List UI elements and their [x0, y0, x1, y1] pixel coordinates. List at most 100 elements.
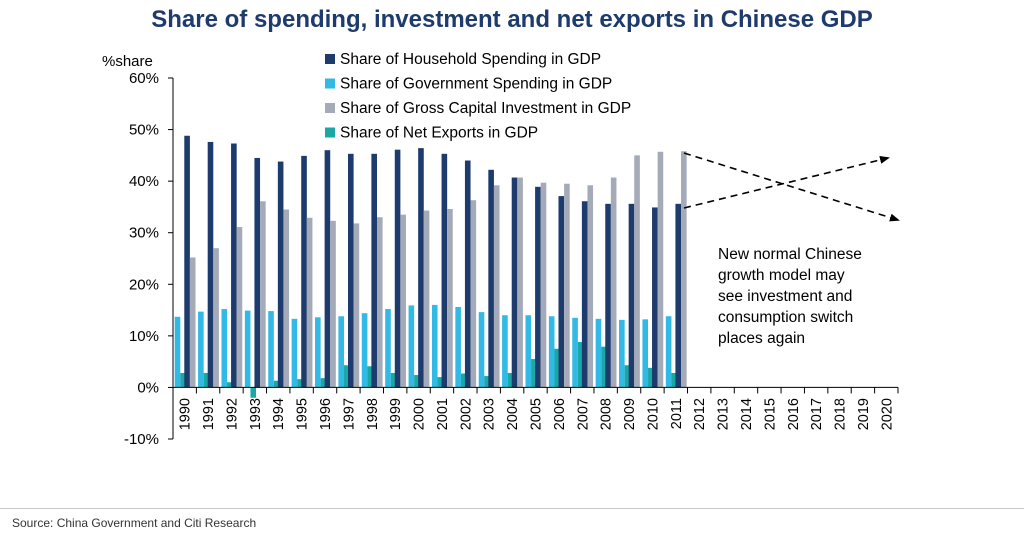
bar-2011-series-1 — [665, 316, 672, 388]
x-tick-label: 2016 — [786, 398, 802, 430]
x-tick-label: 2014 — [739, 398, 755, 430]
x-tick-label: 2012 — [692, 398, 708, 430]
bar-1998-series-3 — [367, 366, 373, 388]
x-tick-label: 2019 — [856, 398, 872, 430]
x-tick-label: 1994 — [271, 398, 287, 430]
bar-1999-series-1 — [385, 309, 391, 388]
x-tick-label: 2003 — [482, 398, 498, 430]
x-tick-label: 2013 — [716, 398, 732, 430]
x-tick-label: 1990 — [178, 398, 194, 430]
bar-2008-series-0 — [605, 203, 611, 388]
bar-2011-series-3 — [671, 372, 678, 388]
bar-2001-series-0 — [441, 153, 448, 388]
bar-2004-series-0 — [511, 177, 518, 388]
legend: Share of Household Spending in GDP Share … — [325, 51, 631, 142]
bar-2003-series-2 — [493, 185, 500, 388]
x-tick-label: 2006 — [552, 398, 568, 430]
trend-arrows — [683, 152, 900, 222]
x-tick-label: 1997 — [341, 398, 357, 430]
x-tick-label: 2002 — [458, 398, 474, 430]
bar-1991-series-2 — [213, 248, 219, 388]
bar-1991-series-0 — [207, 141, 214, 388]
bar-2010-series-0 — [652, 207, 658, 388]
bar-1994-series-0 — [277, 161, 284, 388]
legend-swatch — [325, 103, 335, 113]
legend-label: Share of Net Exports in GDP — [340, 125, 538, 142]
bar-1997-series-0 — [348, 153, 354, 388]
bar-2003-series-0 — [488, 169, 494, 388]
x-tick-label: 1992 — [224, 398, 240, 430]
bar-2002-series-1 — [455, 306, 461, 388]
legend-swatch — [325, 54, 335, 64]
bar-1994-series-2 — [283, 209, 290, 388]
x-tick-label: 1995 — [295, 398, 311, 430]
bar-1995-series-1 — [291, 318, 298, 388]
x-tick-label: 1993 — [248, 398, 264, 430]
bar-2010-series-1 — [642, 319, 649, 388]
bar-1996-series-2 — [330, 220, 336, 388]
x-tick-label: 2004 — [505, 398, 521, 430]
y-tick-label: 10% — [129, 328, 159, 345]
legend-label: Share of Government Spending in GDP — [340, 76, 612, 93]
bar-1990-series-0 — [184, 135, 190, 388]
bar-2011-series-0 — [675, 203, 682, 388]
legend-swatch — [325, 127, 335, 138]
x-tick-label: 1996 — [318, 398, 334, 430]
y-tick-label: 50% — [129, 122, 159, 139]
axes-layer — [172, 78, 898, 439]
bar-1992-series-1 — [221, 309, 228, 388]
x-tick-label: 2001 — [435, 398, 451, 430]
bar-2009-series-3 — [624, 365, 631, 388]
bar-2001-series-3 — [437, 377, 444, 388]
bar-1990-series-3 — [180, 372, 186, 388]
bar-1993-series-1 — [244, 310, 251, 388]
bar-2006-series-3 — [554, 348, 561, 388]
bar-1999-series-0 — [394, 149, 401, 388]
bar-2005-series-3 — [531, 359, 537, 388]
bar-1997-series-2 — [353, 223, 360, 388]
source-note: Source: China Government and Citi Resear… — [12, 516, 257, 530]
bar-2006-series-1 — [548, 316, 555, 388]
bar-2003-series-3 — [484, 376, 490, 388]
bar-2007-series-1 — [572, 317, 578, 388]
y-tick-label: 60% — [129, 70, 159, 87]
bar-1995-series-2 — [306, 217, 313, 388]
bar-1990-series-1 — [174, 316, 181, 388]
x-tick-label: 1999 — [388, 398, 404, 430]
bar-2000-series-3 — [414, 375, 420, 388]
bar-1996-series-3 — [320, 378, 327, 388]
bar-1999-series-3 — [390, 372, 397, 388]
x-tick-label: 1998 — [365, 398, 381, 430]
x-tick-label: 2007 — [575, 398, 591, 430]
x-tick-label: 2015 — [762, 398, 778, 430]
x-tick-label: 2010 — [645, 398, 661, 430]
legend-label: Share of Gross Capital Investment in GDP — [340, 100, 631, 117]
x-tick-label: 2009 — [622, 398, 638, 430]
legend-swatch — [325, 78, 335, 89]
annotation-text: New normal Chinese growth model may see … — [718, 246, 862, 347]
bar-2010-series-2 — [657, 151, 664, 388]
arrow-down — [683, 152, 900, 222]
bar-2004-series-1 — [502, 315, 508, 388]
chart-title: Share of spending, investment and net ex… — [151, 6, 873, 33]
bar-1992-series-0 — [231, 143, 237, 388]
bar-1998-series-2 — [376, 217, 383, 388]
y-tick-label: 40% — [129, 173, 159, 190]
bar-1991-series-1 — [198, 311, 204, 388]
x-tick-label: 2020 — [879, 398, 895, 430]
y-axis-label: %share — [102, 53, 153, 70]
bar-1992-series-2 — [236, 227, 243, 388]
bar-2005-series-1 — [525, 315, 532, 388]
bar-2007-series-2 — [587, 185, 594, 388]
bar-1996-series-0 — [324, 150, 331, 388]
bar-1993-series-0 — [254, 157, 261, 388]
source-divider — [0, 508, 1024, 509]
bar-2010-series-3 — [648, 367, 654, 388]
bar-1997-series-3 — [344, 365, 350, 388]
bar-1999-series-2 — [400, 214, 406, 388]
bar-2005-series-2 — [540, 182, 547, 388]
bar-2009-series-1 — [619, 319, 625, 388]
bar-2000-series-1 — [408, 305, 415, 388]
bar-2008-series-2 — [610, 177, 617, 388]
bar-2002-series-0 — [464, 160, 471, 388]
